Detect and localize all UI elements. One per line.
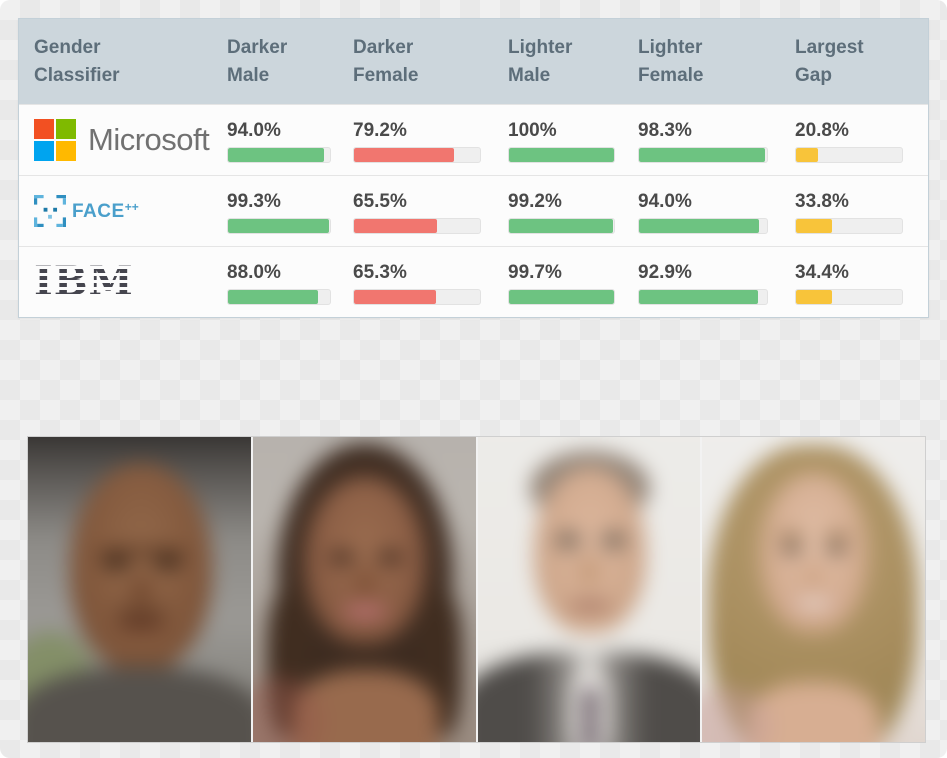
metric-bar-fill bbox=[639, 218, 760, 233]
metric-bar-fill bbox=[509, 218, 614, 233]
metric-bar-fill bbox=[509, 289, 614, 304]
col-header-gender-classifier: Gender Classifier bbox=[19, 34, 227, 90]
cell-largest-gap: 34.4% bbox=[795, 260, 928, 305]
table-row-faceplusplus: FACE++ 99.3% 65.5% 99.2% bbox=[19, 175, 928, 246]
vendor-cell-microsoft: Microsoft bbox=[19, 105, 227, 175]
metric-bar-track bbox=[638, 288, 768, 305]
average-faces-image bbox=[27, 436, 926, 743]
metric-value: 99.7% bbox=[508, 261, 562, 283]
metric-bar-track bbox=[353, 146, 481, 163]
table-row-microsoft: Microsoft 94.0% 79.2% 100% bbox=[19, 104, 928, 175]
metric-bar-fill bbox=[354, 218, 437, 233]
metric-value: 100% bbox=[508, 119, 557, 141]
cell-lighter-female: 92.9% bbox=[638, 260, 795, 305]
metric-bar-track bbox=[638, 217, 768, 234]
average-face-darker-female bbox=[252, 437, 476, 742]
header-line: Male bbox=[227, 64, 270, 86]
header-line: Classifier bbox=[34, 64, 120, 86]
metric-bar-fill bbox=[509, 147, 614, 162]
metric-bar-fill bbox=[639, 147, 765, 162]
cell-lighter-female: 98.3% bbox=[638, 118, 795, 163]
average-face-lighter-female bbox=[702, 437, 925, 742]
metric-value: 99.2% bbox=[508, 190, 562, 212]
metric-bar-track bbox=[795, 217, 903, 234]
ibm-logo-icon: IBM bbox=[34, 262, 134, 302]
ibm-logo-stripes bbox=[34, 262, 134, 302]
metric-bar-fill bbox=[796, 289, 833, 304]
metric-bar-track bbox=[227, 146, 331, 163]
table-row-ibm: IBM 88.0% 65.3% 99.7% bbox=[19, 246, 928, 317]
cell-largest-gap: 33.8% bbox=[795, 189, 928, 234]
metric-value: 92.9% bbox=[638, 261, 692, 283]
vendor-name: FACE++ bbox=[72, 199, 139, 222]
header-line: Darker bbox=[353, 36, 414, 58]
cell-darker-male: 99.3% bbox=[227, 189, 353, 234]
metric-value: 20.8% bbox=[795, 119, 849, 141]
metric-value: 94.0% bbox=[227, 119, 281, 141]
faceplusplus-superscript: ++ bbox=[124, 199, 139, 214]
col-header-darker-female: Darker Female bbox=[353, 34, 508, 90]
cell-darker-female: 65.3% bbox=[353, 260, 508, 305]
cell-lighter-male: 99.2% bbox=[508, 189, 638, 234]
vendor-cell-ibm: IBM bbox=[19, 247, 227, 317]
col-header-lighter-male: Lighter Male bbox=[508, 34, 638, 90]
metric-bar-fill bbox=[354, 147, 454, 162]
metric-value: 34.4% bbox=[795, 261, 849, 283]
metric-value: 88.0% bbox=[227, 261, 281, 283]
cell-largest-gap: 20.8% bbox=[795, 118, 928, 163]
faceplusplus-logo-icon bbox=[34, 195, 66, 227]
metric-bar-track bbox=[795, 146, 903, 163]
col-header-largest-gap: Largest Gap bbox=[795, 34, 928, 90]
metric-bar-track bbox=[227, 288, 331, 305]
header-line: Largest bbox=[795, 36, 864, 58]
metric-bar-track bbox=[227, 217, 331, 234]
header-line: Male bbox=[508, 64, 551, 86]
col-header-lighter-female: Lighter Female bbox=[638, 34, 795, 90]
metric-bar-track bbox=[353, 217, 481, 234]
metric-value: 79.2% bbox=[353, 119, 407, 141]
metric-bar-track bbox=[508, 288, 615, 305]
header-line: Lighter bbox=[508, 36, 573, 58]
metric-bar-track bbox=[638, 146, 768, 163]
metric-value: 65.5% bbox=[353, 190, 407, 212]
metric-value: 94.0% bbox=[638, 190, 692, 212]
metric-bar-fill bbox=[639, 289, 758, 304]
metric-value: 98.3% bbox=[638, 119, 692, 141]
metric-bar-fill bbox=[796, 218, 832, 233]
cell-lighter-male: 100% bbox=[508, 118, 638, 163]
metric-value: 65.3% bbox=[353, 261, 407, 283]
vendor-cell-faceplusplus: FACE++ bbox=[19, 176, 227, 246]
header-line: Gap bbox=[795, 64, 832, 86]
cell-darker-male: 88.0% bbox=[227, 260, 353, 305]
metric-bar-track bbox=[508, 217, 615, 234]
header-line: Lighter bbox=[638, 36, 703, 58]
table-header-row: Gender Classifier Darker Male Darker Fem… bbox=[19, 19, 928, 104]
metric-value: 99.3% bbox=[227, 190, 281, 212]
metric-bar-fill bbox=[354, 289, 437, 304]
cell-darker-male: 94.0% bbox=[227, 118, 353, 163]
gender-classifier-table: Gender Classifier Darker Male Darker Fem… bbox=[18, 18, 929, 318]
header-line: Darker bbox=[227, 36, 288, 58]
cell-darker-female: 79.2% bbox=[353, 118, 508, 163]
cell-lighter-female: 94.0% bbox=[638, 189, 795, 234]
metric-bar-fill bbox=[228, 218, 330, 233]
metric-bar-fill bbox=[228, 147, 324, 162]
metric-bar-fill bbox=[228, 289, 318, 304]
metric-value: 33.8% bbox=[795, 190, 849, 212]
metric-bar-track bbox=[795, 288, 903, 305]
vendor-name: Microsoft bbox=[88, 122, 210, 157]
cell-lighter-male: 99.7% bbox=[508, 260, 638, 305]
microsoft-logo-icon bbox=[34, 119, 76, 161]
average-face-lighter-male bbox=[477, 437, 701, 742]
header-line: Female bbox=[638, 64, 704, 86]
average-face-darker-male bbox=[28, 437, 251, 742]
header-line: Female bbox=[353, 64, 419, 86]
metric-bar-track bbox=[353, 288, 481, 305]
col-header-darker-male: Darker Male bbox=[227, 34, 353, 90]
header-line: Gender bbox=[34, 36, 101, 58]
metric-bar-track bbox=[508, 146, 615, 163]
cell-darker-female: 65.5% bbox=[353, 189, 508, 234]
metric-bar-fill bbox=[796, 147, 819, 162]
